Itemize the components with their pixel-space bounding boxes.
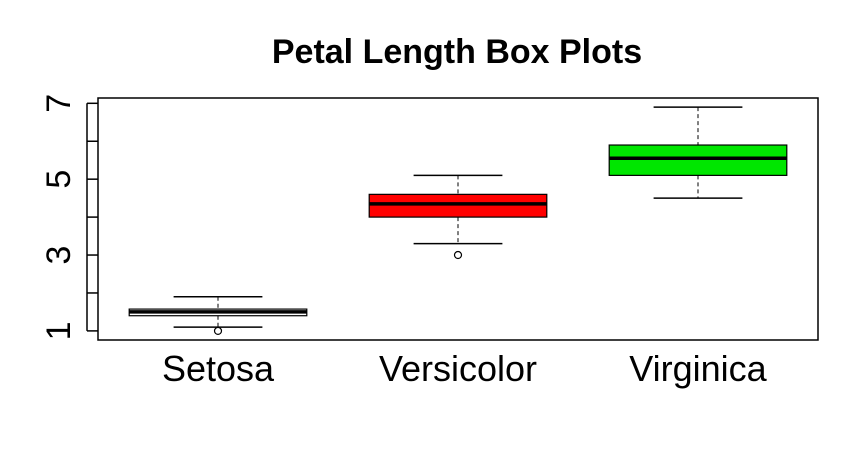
x-axis-labels: Setosa Versicolor Virginica — [162, 348, 768, 389]
iqr-box — [608, 144, 788, 176]
y-axis-ticks: 1 3 5 7 — [40, 94, 98, 340]
chart-title: Petal Length Box Plots — [272, 33, 642, 71]
outlier-point — [453, 250, 463, 260]
iqr-box — [368, 193, 548, 218]
y-tick-label-3: 3 — [40, 246, 78, 265]
box-setosa — [128, 296, 308, 335]
box-virginica — [608, 106, 788, 199]
box-versicolor — [368, 174, 548, 260]
x-label-setosa: Setosa — [162, 348, 275, 389]
outlier-point — [213, 326, 223, 335]
x-label-virginica: Virginica — [629, 348, 767, 389]
boxes-group — [128, 106, 788, 335]
y-tick-label-1: 1 — [40, 321, 78, 340]
plot-frame — [97, 97, 819, 341]
x-label-versicolor: Versicolor — [379, 348, 537, 389]
y-tick-label-7: 7 — [40, 94, 78, 113]
y-tick-label-5: 5 — [40, 170, 78, 189]
